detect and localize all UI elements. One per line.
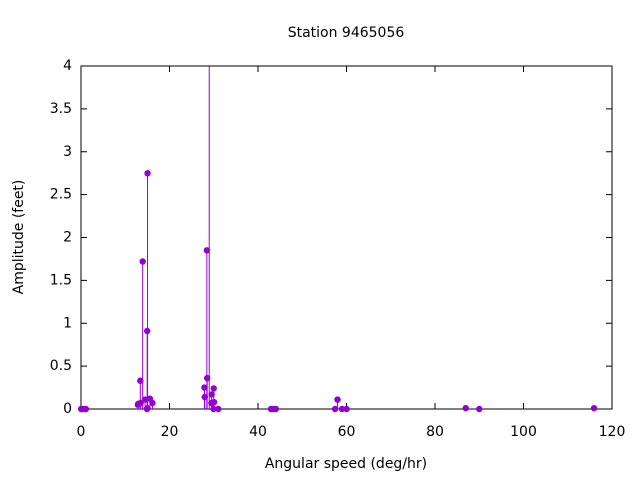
y-tick-label: 2.5 [50, 187, 72, 203]
data-point [137, 399, 144, 407]
data-point [149, 399, 156, 407]
y-tick-label: 3.5 [50, 101, 72, 117]
data-point [144, 169, 151, 177]
chart-title: Station 9465056 [288, 25, 405, 41]
data-point [462, 404, 469, 412]
data-point [331, 405, 339, 413]
plot-border [80, 65, 613, 410]
x-tick-label: 60 [338, 424, 356, 440]
x-axis-label: Angular speed (deg/hr) [265, 456, 427, 472]
data-point [203, 374, 211, 382]
y-tick-label: 1 [63, 315, 72, 331]
y-tick-label: 2 [63, 230, 72, 246]
data-point [210, 405, 217, 413]
x-tick-label: 80 [426, 424, 444, 440]
data-point [334, 396, 341, 403]
data-point [590, 404, 598, 412]
data-point [141, 396, 149, 403]
y-tick-label: 0 [63, 401, 72, 417]
data-point [208, 391, 215, 398]
x-tick-label: 40 [249, 424, 267, 440]
data-point [82, 405, 90, 413]
data-point [338, 405, 346, 413]
x-tick-label: 0 [77, 424, 86, 440]
data-point [210, 385, 217, 392]
y-tick-label: 4 [63, 58, 72, 74]
y-tick-label: 0.5 [50, 358, 72, 374]
data-point [343, 405, 350, 413]
data-point [137, 377, 144, 384]
data-point [201, 384, 208, 391]
data-point [201, 393, 208, 401]
data-point [203, 247, 211, 254]
data-point [210, 398, 218, 406]
y-tick-label: 3 [63, 144, 72, 160]
x-tick-label: 100 [510, 424, 537, 440]
y-tick-label: 1.5 [50, 272, 72, 288]
data-point [215, 405, 222, 413]
y-axis-label: Amplitude (feet) [11, 180, 27, 295]
data-point [144, 404, 151, 412]
plot-area [137, 66, 595, 409]
data-point [476, 405, 483, 413]
data-point [139, 258, 146, 265]
x-tick-label: 120 [599, 424, 626, 440]
data-point [272, 405, 280, 413]
x-tick-label: 20 [161, 424, 179, 440]
data-point [143, 327, 151, 335]
